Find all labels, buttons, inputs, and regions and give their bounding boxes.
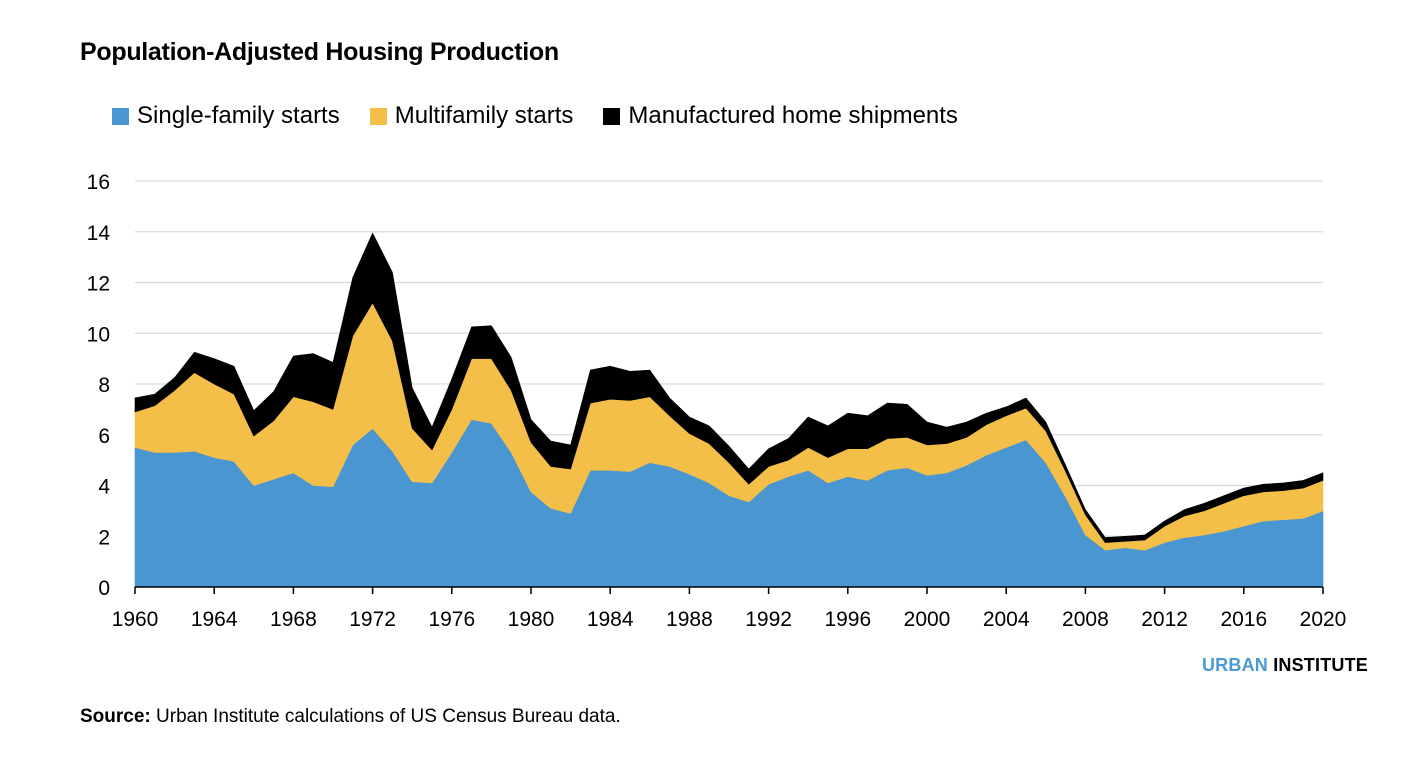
legend-swatch-single-family bbox=[112, 107, 129, 125]
chart-plot: 0 2 4 6 8 10 12 14 16 1960 1964 1968 1972 1976 1980 198… bbox=[87, 171, 1347, 631]
x-tick-label-2012: 2012 bbox=[1141, 608, 1188, 631]
x-tick-label-2016: 2016 bbox=[1220, 608, 1267, 631]
x-tick-label-1964: 1964 bbox=[191, 608, 238, 631]
legend-swatch-manufactured bbox=[603, 107, 621, 125]
x-tick-label-2008: 2008 bbox=[1062, 608, 1109, 631]
legend-label-manufactured: Manufactured home shipments bbox=[628, 102, 958, 129]
axes: 0 2 4 6 8 10 12 14 16 1960 1964 1968 1972 1976 1980 198… bbox=[87, 171, 1347, 631]
legend-item-manufactured: Manufactured home shipments bbox=[603, 102, 958, 130]
logo-urban: URBAN bbox=[1201, 655, 1268, 675]
x-tick-label-1996: 1996 bbox=[824, 608, 871, 631]
x-tick-label-1960: 1960 bbox=[112, 608, 159, 631]
y-tick-label-2: 2 bbox=[98, 526, 110, 549]
logo-institute: INSTITUTE bbox=[1273, 655, 1368, 675]
legend-label-multifamily: Multifamily starts bbox=[394, 102, 574, 129]
x-tick-label-1972: 1972 bbox=[349, 608, 396, 631]
legend-swatch-multifamily bbox=[369, 107, 387, 125]
y-tick-label-0: 0 bbox=[98, 577, 110, 600]
x-tick-label-1992: 1992 bbox=[745, 608, 792, 631]
y-tick-label-16: 16 bbox=[87, 171, 110, 194]
legend-label-single-family: Single-family starts bbox=[137, 102, 340, 129]
y-tick-label-12: 12 bbox=[87, 273, 110, 296]
stacked-areas bbox=[134, 232, 1324, 588]
y-tick-label-14: 14 bbox=[87, 222, 111, 245]
y-tick-label-4: 4 bbox=[98, 476, 110, 499]
legend: Single-family starts Multifamily starts … bbox=[112, 102, 988, 130]
source-text: Urban Institute calculations of US Censu… bbox=[156, 706, 621, 727]
x-tick-label-2004: 2004 bbox=[983, 608, 1030, 631]
x-tick-label-1988: 1988 bbox=[666, 608, 713, 631]
legend-item-multifamily: Multifamily starts bbox=[369, 102, 574, 130]
source-label: Source: bbox=[80, 706, 151, 727]
x-tick-label-2020: 2020 bbox=[1300, 608, 1347, 631]
y-tick-label-6: 6 bbox=[98, 425, 110, 448]
y-tick-label-8: 8 bbox=[98, 374, 110, 397]
chart-title: Population-Adjusted Housing Production bbox=[80, 38, 559, 66]
urban-institute-logo: URBAN INSTITUTE bbox=[1202, 655, 1368, 676]
x-tick-label-1984: 1984 bbox=[587, 608, 634, 631]
x-tick-label-1968: 1968 bbox=[270, 608, 317, 631]
y-tick-label-10: 10 bbox=[87, 323, 110, 346]
source-note: Source: Urban Institute calculations of … bbox=[80, 706, 621, 728]
x-tick-label-1980: 1980 bbox=[508, 608, 555, 631]
x-tick-label-1976: 1976 bbox=[428, 608, 475, 631]
x-tick-label-2000: 2000 bbox=[904, 608, 951, 631]
area-manufactured-home-shipments bbox=[134, 232, 1324, 543]
legend-item-single-family: Single-family starts bbox=[112, 102, 340, 130]
